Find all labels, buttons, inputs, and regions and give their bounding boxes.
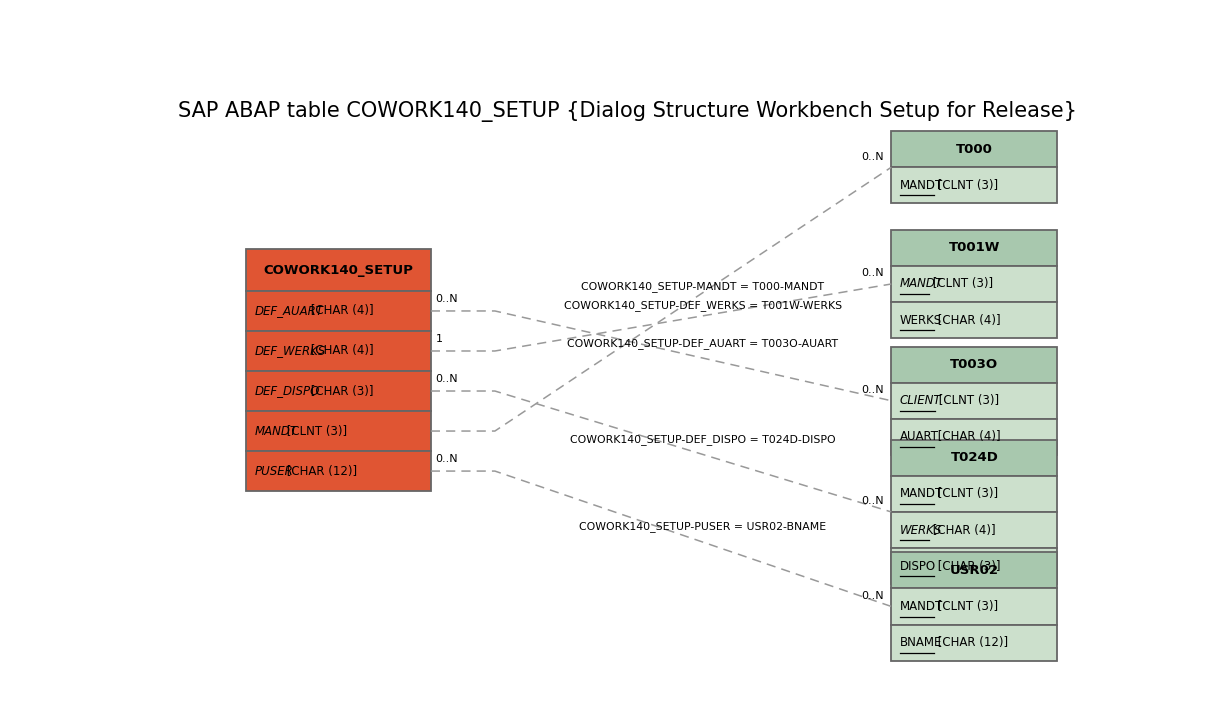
Text: [CLNT (3)]: [CLNT (3)] bbox=[929, 277, 993, 290]
Text: 0..N: 0..N bbox=[436, 454, 458, 464]
Text: AUART: AUART bbox=[900, 430, 938, 443]
FancyBboxPatch shape bbox=[246, 371, 431, 411]
FancyBboxPatch shape bbox=[892, 440, 1057, 476]
Text: [CHAR (12)]: [CHAR (12)] bbox=[933, 636, 1008, 649]
Text: T024D: T024D bbox=[951, 451, 998, 464]
Text: [CLNT (3)]: [CLNT (3)] bbox=[933, 600, 998, 613]
Text: WERKS: WERKS bbox=[900, 313, 942, 326]
Text: COWORK140_SETUP-DEF_AUART = T003O-AUART: COWORK140_SETUP-DEF_AUART = T003O-AUART bbox=[567, 339, 838, 349]
Text: [CLNT (3)]: [CLNT (3)] bbox=[933, 487, 998, 500]
FancyBboxPatch shape bbox=[246, 249, 431, 291]
FancyBboxPatch shape bbox=[246, 411, 431, 451]
Text: PUSER: PUSER bbox=[255, 464, 293, 477]
FancyBboxPatch shape bbox=[892, 168, 1057, 204]
Text: 0..N: 0..N bbox=[861, 385, 883, 395]
Text: CLIENT: CLIENT bbox=[900, 394, 941, 407]
Text: COWORK140_SETUP-DEF_DISPO = T024D-DISPO: COWORK140_SETUP-DEF_DISPO = T024D-DISPO bbox=[570, 434, 835, 445]
Text: 0..N: 0..N bbox=[861, 591, 883, 601]
FancyBboxPatch shape bbox=[892, 347, 1057, 383]
Text: USR02: USR02 bbox=[949, 564, 998, 577]
FancyBboxPatch shape bbox=[246, 331, 431, 371]
FancyBboxPatch shape bbox=[892, 419, 1057, 455]
Text: MANDT: MANDT bbox=[900, 179, 943, 192]
FancyBboxPatch shape bbox=[892, 552, 1057, 588]
Text: 0..N: 0..N bbox=[861, 496, 883, 506]
Text: 0..N: 0..N bbox=[861, 152, 883, 162]
Text: [CLNT (3)]: [CLNT (3)] bbox=[933, 179, 998, 192]
Text: 0..N: 0..N bbox=[436, 374, 458, 384]
Text: DEF_DISPO: DEF_DISPO bbox=[255, 385, 320, 398]
Text: [CHAR (4)]: [CHAR (4)] bbox=[306, 344, 374, 357]
Text: [CHAR (4)]: [CHAR (4)] bbox=[933, 430, 1001, 443]
Text: DISPO: DISPO bbox=[900, 560, 936, 573]
Text: COWORK140_SETUP-PUSER = USR02-BNAME: COWORK140_SETUP-PUSER = USR02-BNAME bbox=[579, 521, 826, 532]
Text: 1: 1 bbox=[436, 334, 442, 344]
FancyBboxPatch shape bbox=[892, 548, 1057, 584]
FancyBboxPatch shape bbox=[892, 131, 1057, 168]
Text: [CHAR (3)]: [CHAR (3)] bbox=[306, 385, 374, 398]
Text: DEF_AUART: DEF_AUART bbox=[255, 305, 323, 318]
Text: COWORK140_SETUP-MANDT = T000-MANDT: COWORK140_SETUP-MANDT = T000-MANDT bbox=[581, 282, 824, 292]
Text: MANDT: MANDT bbox=[900, 277, 943, 290]
Text: T000: T000 bbox=[956, 143, 992, 156]
Text: [CHAR (4)]: [CHAR (4)] bbox=[933, 313, 1001, 326]
Text: COWORK140_SETUP: COWORK140_SETUP bbox=[263, 264, 413, 277]
Text: 0..N: 0..N bbox=[436, 295, 458, 304]
Text: 0..N: 0..N bbox=[861, 269, 883, 279]
Text: MANDT: MANDT bbox=[900, 487, 943, 500]
Text: [CHAR (4)]: [CHAR (4)] bbox=[929, 523, 996, 536]
Text: T001W: T001W bbox=[948, 241, 1000, 254]
Text: T003O: T003O bbox=[951, 358, 998, 371]
FancyBboxPatch shape bbox=[246, 291, 431, 331]
FancyBboxPatch shape bbox=[892, 266, 1057, 302]
Text: WERKS: WERKS bbox=[900, 523, 942, 536]
Text: [CHAR (3)]: [CHAR (3)] bbox=[933, 560, 1001, 573]
Text: DEF_WERKS: DEF_WERKS bbox=[255, 344, 326, 357]
FancyBboxPatch shape bbox=[892, 588, 1057, 625]
Text: MANDT: MANDT bbox=[900, 600, 943, 613]
Text: COWORK140_SETUP-DEF_WERKS = T001W-WERKS: COWORK140_SETUP-DEF_WERKS = T001W-WERKS bbox=[564, 300, 842, 311]
Text: [CHAR (4)]: [CHAR (4)] bbox=[306, 305, 374, 318]
Text: BNAME: BNAME bbox=[900, 636, 942, 649]
Text: SAP ABAP table COWORK140_SETUP {Dialog Structure Workbench Setup for Release}: SAP ABAP table COWORK140_SETUP {Dialog S… bbox=[179, 100, 1077, 121]
Text: MANDT: MANDT bbox=[255, 425, 298, 438]
FancyBboxPatch shape bbox=[892, 512, 1057, 548]
Text: [CHAR (12)]: [CHAR (12)] bbox=[283, 464, 358, 477]
Text: [CLNT (3)]: [CLNT (3)] bbox=[935, 394, 998, 407]
Text: [CLNT (3)]: [CLNT (3)] bbox=[283, 425, 348, 438]
FancyBboxPatch shape bbox=[892, 230, 1057, 266]
FancyBboxPatch shape bbox=[246, 451, 431, 491]
FancyBboxPatch shape bbox=[892, 302, 1057, 338]
FancyBboxPatch shape bbox=[892, 625, 1057, 661]
FancyBboxPatch shape bbox=[892, 383, 1057, 419]
FancyBboxPatch shape bbox=[892, 476, 1057, 512]
